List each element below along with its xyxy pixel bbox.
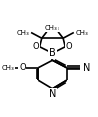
Text: O: O bbox=[33, 42, 39, 51]
Text: B: B bbox=[49, 48, 56, 58]
Text: CH₃: CH₃ bbox=[75, 29, 88, 36]
Text: CH₃: CH₃ bbox=[2, 65, 14, 71]
Text: CH₃: CH₃ bbox=[47, 25, 60, 31]
Text: CH₃: CH₃ bbox=[17, 29, 30, 36]
Text: N: N bbox=[83, 63, 91, 73]
Text: N: N bbox=[49, 89, 56, 99]
Text: O: O bbox=[66, 42, 72, 51]
Text: O: O bbox=[19, 63, 26, 72]
Text: CH₃: CH₃ bbox=[45, 25, 58, 31]
